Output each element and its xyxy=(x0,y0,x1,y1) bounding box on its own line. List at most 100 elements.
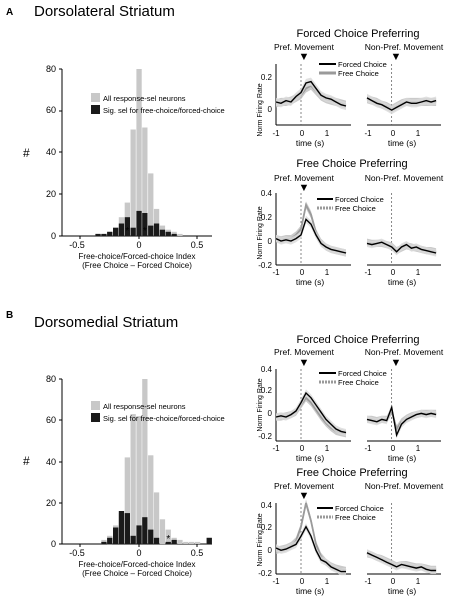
psth-row: Forced Choice Preferring Pref. Movement … xyxy=(257,28,444,148)
y-tick-label: 0.4 xyxy=(261,501,273,510)
hist-bar-sig xyxy=(124,217,130,236)
x-tick-label: 0 xyxy=(136,240,141,250)
forced-choice-band xyxy=(367,549,437,574)
significance-marker: * xyxy=(143,226,147,237)
down-arrow-icon: ▼ xyxy=(391,357,402,369)
free-choice-band xyxy=(276,499,346,574)
x-tick-label: 1 xyxy=(416,444,421,453)
hist-bar-sig xyxy=(142,517,148,544)
nonpref-label: Non-Pref. Movement xyxy=(365,173,444,183)
x-tick-label: 0 xyxy=(300,444,305,453)
row-title: Forced Choice Preferring xyxy=(297,28,420,40)
hist-xlabel: Free-choice/Forced-choice Index xyxy=(79,560,196,569)
down-arrow-icon: ▼ xyxy=(391,51,402,63)
forced-choice-band xyxy=(276,215,346,257)
y-tick-label: 80 xyxy=(46,64,56,74)
hist-bar-all xyxy=(142,127,148,236)
x-axis-label: time (s) xyxy=(388,453,417,463)
legend-swatch-sig xyxy=(91,413,100,422)
x-tick-label: 0 xyxy=(136,548,141,558)
y-tick-label: 60 xyxy=(46,415,56,425)
hist-bar-sig xyxy=(153,537,160,544)
panel-a: A Dorsolateral Striatum * * # 0 20 40 60 … xyxy=(6,3,444,287)
y-axis-label: Norm Firing Rate xyxy=(257,513,264,566)
legend-swatch-all xyxy=(91,401,100,410)
hist-bar-sig xyxy=(206,537,212,544)
down-arrow-icon: ▼ xyxy=(299,490,310,502)
forced-choice-band xyxy=(367,403,437,439)
pref-label: Pref. Movement xyxy=(274,481,335,491)
hist-bar-sig xyxy=(136,525,142,544)
hist-bar-all xyxy=(159,519,166,545)
x-tick-label: 1 xyxy=(416,577,421,586)
y-tick-label: 0 xyxy=(51,539,56,549)
x-tick-label: 1 xyxy=(416,268,421,277)
pref-label: Pref. Movement xyxy=(274,347,335,357)
down-arrow-icon: ▼ xyxy=(299,182,310,194)
down-arrow-icon: ▼ xyxy=(299,51,310,63)
x-axis-label: time (s) xyxy=(388,586,417,596)
forced-choice-line xyxy=(366,97,437,111)
psth-row: Free Choice Preferring Pref. Movement No… xyxy=(257,158,444,287)
y-tick-label: 0 xyxy=(268,546,273,555)
row-title: Free Choice Preferring xyxy=(296,158,407,170)
y-tick-label: 40 xyxy=(46,457,56,467)
x-axis-label: time (s) xyxy=(296,586,325,596)
pref-label: Pref. Movement xyxy=(274,173,335,183)
x-tick-label: 0 xyxy=(300,129,305,138)
x-tick-label: -1 xyxy=(364,268,372,277)
hist-bar-sig xyxy=(124,513,130,544)
hist-bar-sig xyxy=(130,535,136,545)
hist-bar-sig xyxy=(171,539,177,544)
x-tick-label: -1 xyxy=(272,129,280,138)
hist-bar-all xyxy=(194,541,201,544)
y-tick-label: -0.2 xyxy=(258,261,272,270)
forced-choice-line xyxy=(275,391,347,434)
y-tick-label: 0 xyxy=(268,105,273,114)
panel-title: Dorsolateral Striatum xyxy=(34,3,175,20)
psth-row: Forced Choice Preferring Pref. Movement … xyxy=(257,334,444,463)
forced-choice-band xyxy=(276,523,346,576)
x-axis-label: time (s) xyxy=(296,277,325,287)
x-tick-label: 0 xyxy=(300,268,305,277)
legend-label: Free Choice xyxy=(338,69,379,78)
x-tick-label: 0 xyxy=(391,129,396,138)
hist-bar-sig xyxy=(165,541,171,544)
hist-bar-sig xyxy=(113,227,119,236)
hist-bar-all xyxy=(177,539,183,544)
legend-label: Sig. sel for free-choice/forced-choice xyxy=(103,414,225,423)
hist-bar-all xyxy=(124,457,130,544)
legend-label: Free Choice xyxy=(335,204,376,213)
legend-label: Forced Choice xyxy=(338,60,387,69)
x-tick-label: -0.5 xyxy=(69,548,85,558)
y-tick-label: 0 xyxy=(268,409,273,418)
legend-label: Forced Choice xyxy=(335,195,384,204)
y-tick-label: 80 xyxy=(46,374,56,384)
hist-bar-sig xyxy=(142,213,148,236)
hist-bar-sig xyxy=(148,529,154,544)
psth-row: Free Choice Preferring Pref. Movement No… xyxy=(257,467,444,596)
y-tick-label: 60 xyxy=(46,105,56,115)
hist-bar-all xyxy=(130,129,136,236)
x-axis-label: time (s) xyxy=(296,453,325,463)
hist-bar-sig xyxy=(148,225,154,236)
forced-choice-line xyxy=(366,552,437,572)
hist-bar-sig xyxy=(95,233,101,236)
legend-label: Sig. sel for free-choice/forced-choice xyxy=(103,106,225,115)
forced-choice-line xyxy=(275,80,347,107)
legend-label: Forced Choice xyxy=(338,369,387,378)
forced-choice-line xyxy=(366,404,437,438)
significance-marker: * xyxy=(125,226,129,237)
hist-bar-all xyxy=(148,455,154,544)
x-tick-label: -1 xyxy=(364,577,372,586)
hist-bar-all xyxy=(189,541,195,544)
hist-ylabel: # xyxy=(23,454,30,468)
row-title: Forced Choice Preferring xyxy=(297,334,420,346)
x-tick-label: -1 xyxy=(272,444,280,453)
y-tick-label: 20 xyxy=(46,498,56,508)
hist-bar-sig xyxy=(136,210,142,236)
hist-bar-sig xyxy=(113,527,119,544)
x-tick-label: 0.5 xyxy=(191,240,204,250)
legend-label: All response-sel neurons xyxy=(103,402,186,411)
